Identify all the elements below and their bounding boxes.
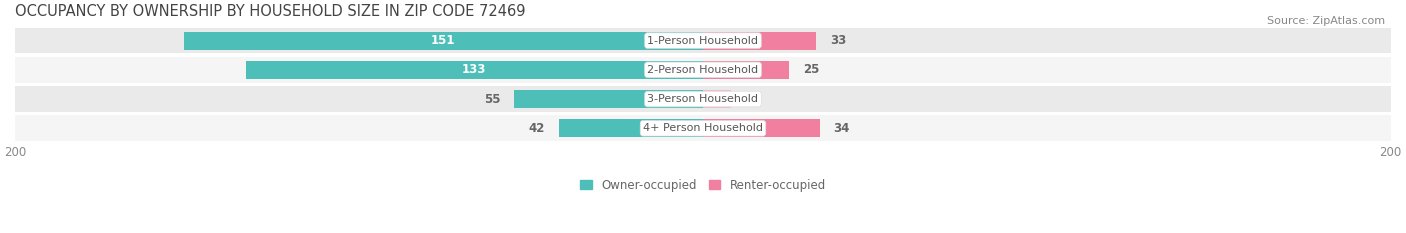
Bar (184, 31, 703, 50)
Legend: Owner-occupied, Renter-occupied: Owner-occupied, Renter-occupied (575, 174, 831, 196)
Text: 133: 133 (463, 63, 486, 76)
Text: 3-Person Household: 3-Person Household (648, 94, 758, 104)
Bar (513, 90, 703, 108)
Bar (703, 31, 817, 50)
Text: 151: 151 (432, 34, 456, 47)
Text: 2-Person Household: 2-Person Household (647, 65, 759, 75)
Bar (15, 86, 1391, 112)
Text: 42: 42 (529, 122, 546, 135)
Text: 1-Person Household: 1-Person Household (648, 36, 758, 46)
Text: 33: 33 (830, 34, 846, 47)
Text: OCCUPANCY BY OWNERSHIP BY HOUSEHOLD SIZE IN ZIP CODE 72469: OCCUPANCY BY OWNERSHIP BY HOUSEHOLD SIZE… (15, 4, 526, 19)
Bar (703, 90, 731, 108)
Text: 55: 55 (484, 93, 501, 106)
Bar (703, 61, 789, 79)
Bar (15, 28, 1391, 53)
Bar (15, 57, 1391, 83)
Text: 0: 0 (744, 93, 752, 106)
Bar (558, 119, 703, 137)
Text: 4+ Person Household: 4+ Person Household (643, 123, 763, 133)
Text: 34: 34 (834, 122, 851, 135)
Bar (246, 61, 703, 79)
Bar (703, 119, 820, 137)
Text: 25: 25 (803, 63, 820, 76)
Text: Source: ZipAtlas.com: Source: ZipAtlas.com (1267, 16, 1385, 26)
Bar (15, 115, 1391, 141)
